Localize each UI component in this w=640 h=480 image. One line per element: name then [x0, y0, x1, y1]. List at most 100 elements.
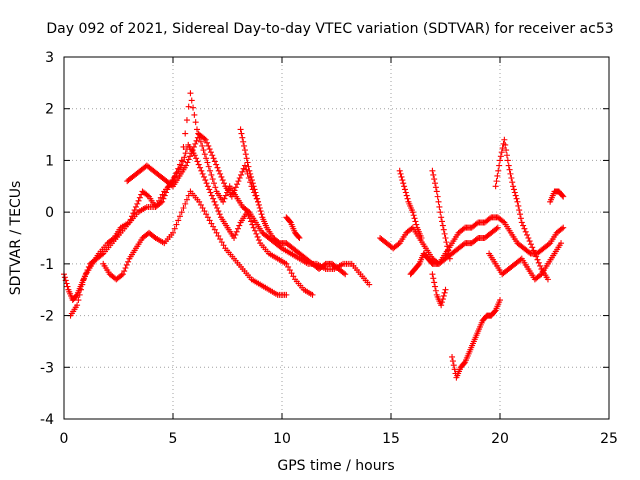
data-point — [213, 229, 220, 236]
data-point — [159, 198, 166, 205]
grid — [64, 57, 609, 419]
data-point — [123, 261, 130, 268]
data-point — [460, 225, 467, 232]
y-tick-label: -3 — [40, 360, 54, 376]
data-point — [399, 177, 406, 184]
data-point — [236, 222, 243, 229]
data-point — [119, 271, 126, 278]
data-point — [531, 250, 538, 257]
data-point — [180, 143, 187, 150]
data-point — [175, 217, 182, 224]
data-point — [236, 175, 243, 182]
data-point — [170, 229, 176, 236]
data-point — [85, 263, 92, 270]
data-point — [434, 193, 441, 200]
data-point — [460, 241, 467, 248]
data-point — [290, 273, 297, 280]
data-point — [171, 173, 178, 180]
data-point — [208, 171, 215, 178]
plot-frame — [63, 56, 610, 420]
data-point — [73, 292, 80, 299]
data-point — [560, 224, 567, 231]
data-point — [221, 195, 228, 202]
data-point — [409, 209, 416, 216]
data-point — [209, 152, 216, 159]
data-point — [400, 180, 407, 187]
data-point — [173, 221, 180, 228]
data-point — [288, 270, 295, 277]
data-point — [512, 192, 519, 199]
data-point — [439, 222, 446, 229]
data-point — [170, 178, 176, 185]
data-point — [193, 137, 200, 144]
data-point — [152, 203, 159, 210]
data-point — [241, 147, 248, 154]
data-point — [255, 237, 262, 244]
data-point — [517, 211, 524, 218]
data-point — [429, 167, 436, 174]
data-point — [209, 176, 216, 183]
series-track-2 — [67, 90, 373, 319]
data-point — [191, 152, 198, 159]
data-point — [560, 193, 567, 200]
data-point — [76, 291, 83, 298]
data-point — [558, 240, 565, 247]
data-point — [253, 192, 260, 199]
data-point — [493, 225, 500, 232]
data-point — [211, 158, 218, 165]
data-point — [438, 214, 445, 221]
data-point — [396, 167, 403, 174]
data-point — [295, 233, 302, 240]
data-point — [449, 358, 456, 365]
data-point — [251, 227, 258, 234]
data-point — [215, 232, 222, 239]
data-point — [499, 145, 506, 152]
data-point — [206, 146, 213, 153]
x-tick-label: 15 — [382, 431, 400, 447]
data-point — [239, 168, 246, 175]
y-tick-label: 2 — [45, 102, 54, 118]
x-tick-labels: 0 5 10 15 20 25 — [60, 431, 618, 447]
data-point — [243, 155, 250, 162]
data-point — [398, 173, 405, 180]
data-point — [514, 198, 521, 205]
data-point — [75, 297, 82, 304]
data-point — [439, 299, 446, 306]
data-point — [240, 165, 247, 172]
data-point — [525, 235, 532, 241]
data-point — [502, 141, 509, 148]
data-point — [504, 157, 511, 164]
data-point — [503, 147, 510, 154]
data-point — [524, 231, 531, 238]
data-point — [440, 292, 447, 299]
data-point — [199, 170, 206, 177]
data-point — [211, 226, 218, 233]
data-point — [194, 158, 201, 165]
data-point — [182, 130, 189, 137]
data-point — [219, 177, 226, 184]
series-track-4 — [124, 131, 262, 205]
data-point — [248, 177, 255, 184]
data-point — [430, 171, 437, 178]
data-point — [431, 279, 438, 286]
data-point — [232, 184, 239, 191]
data-point — [250, 224, 257, 231]
data-point — [241, 142, 248, 149]
data-point — [130, 210, 137, 217]
data-point — [494, 224, 501, 231]
data-point — [516, 207, 523, 214]
data-point — [190, 104, 197, 111]
data-point — [214, 205, 221, 212]
data-point — [285, 263, 292, 270]
data-point — [415, 261, 422, 268]
data-point — [511, 189, 518, 196]
x-axis-label: GPS time / hours — [277, 458, 394, 474]
data-point — [430, 275, 437, 282]
data-point — [238, 171, 245, 178]
data-point — [508, 175, 515, 182]
data-point — [432, 283, 439, 290]
data-point — [173, 169, 180, 176]
x-tick-label: 20 — [491, 431, 509, 447]
data-point — [183, 117, 190, 124]
data-point — [438, 302, 445, 309]
